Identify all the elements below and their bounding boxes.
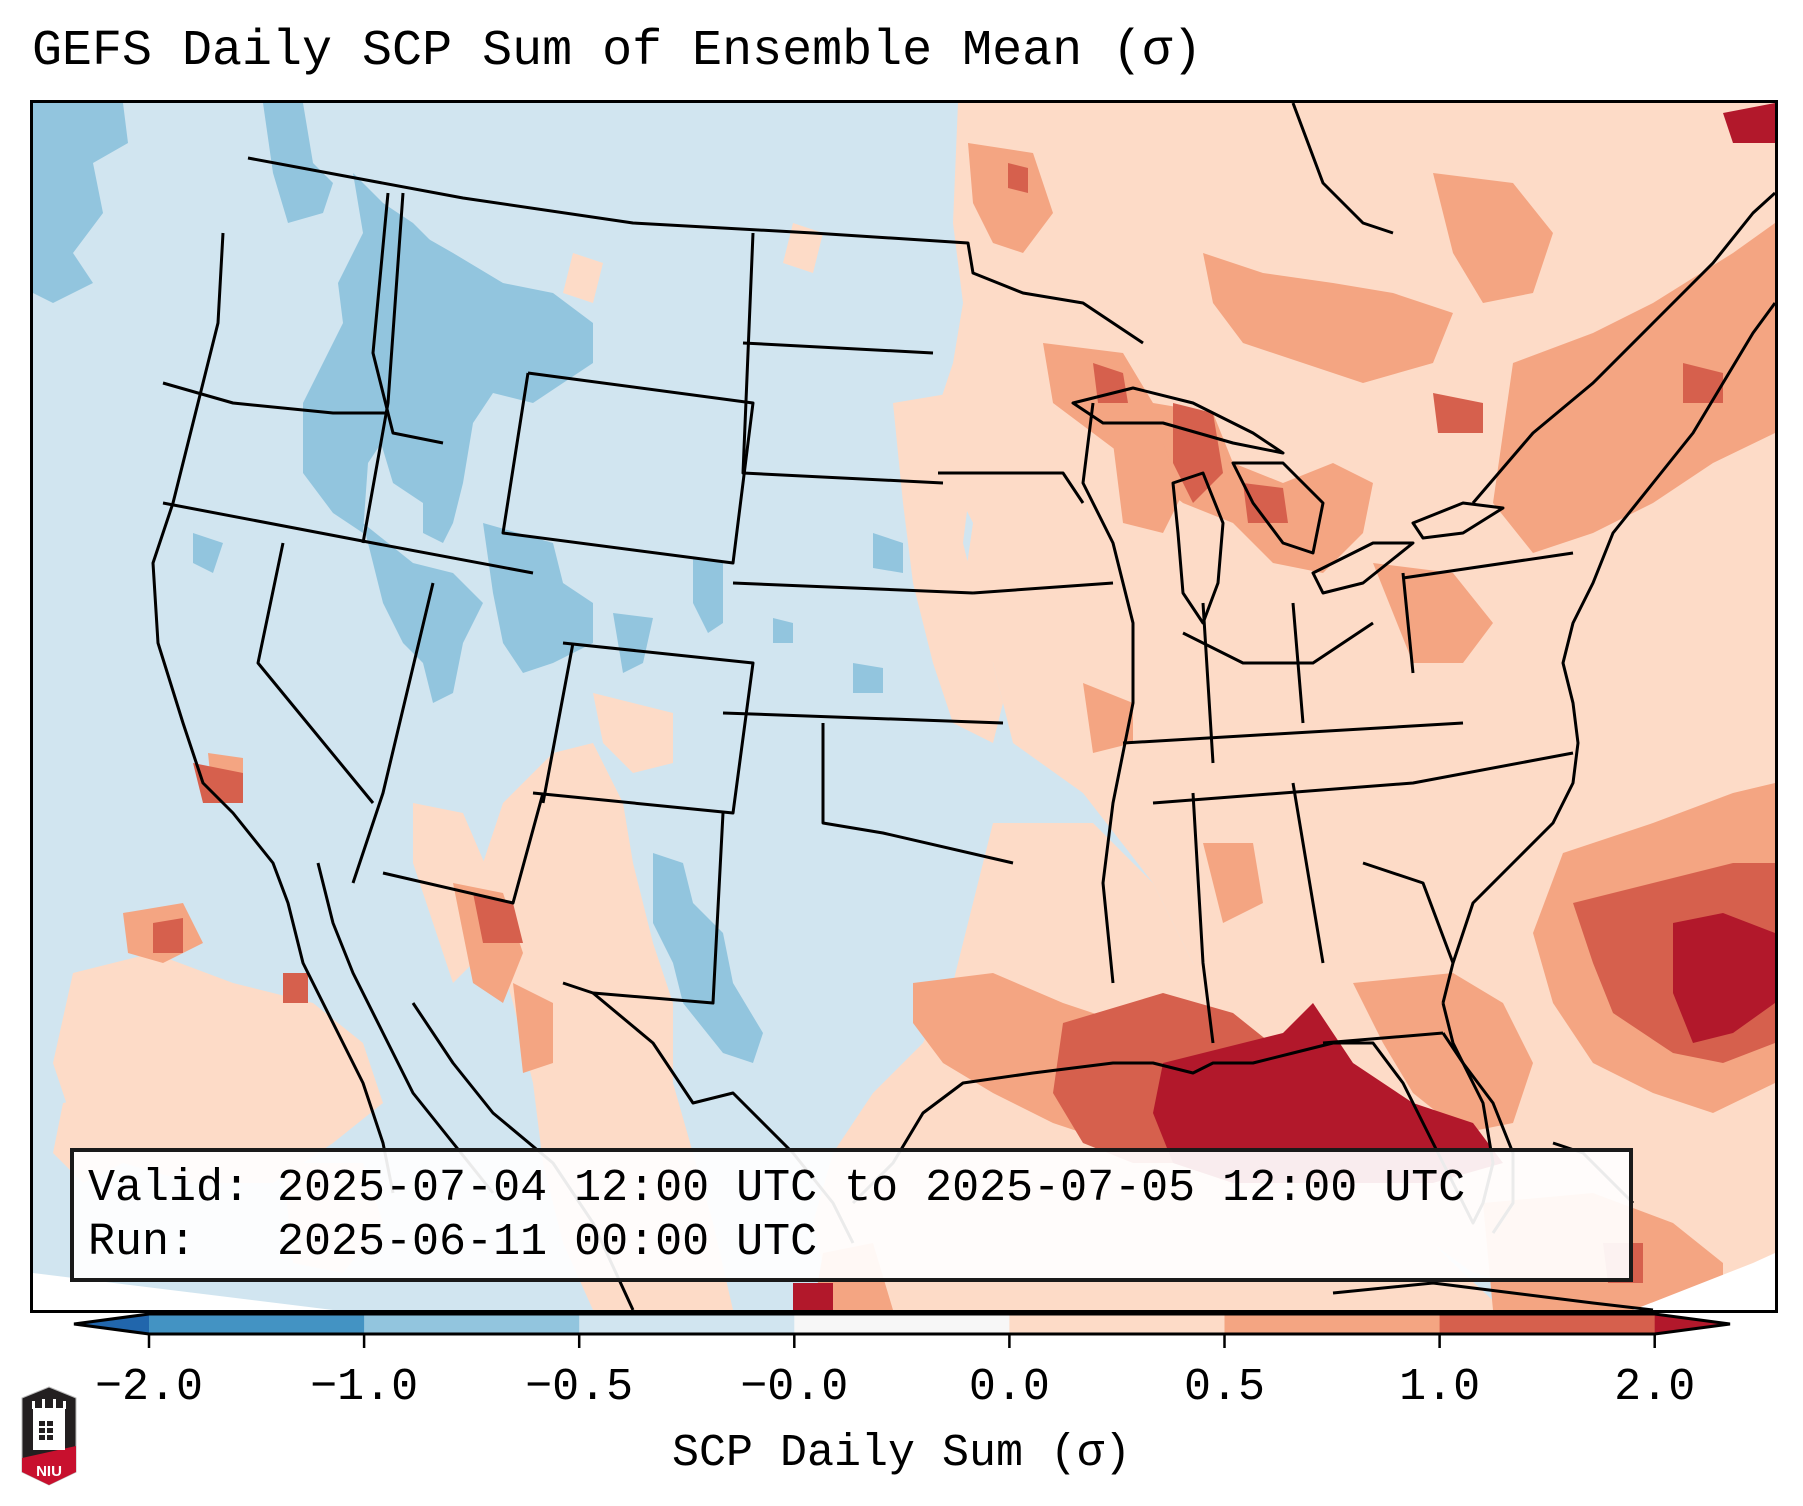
map-title: GEFS Daily SCP Sum of Ensemble Mean (σ): [32, 23, 1203, 80]
region-moderate-negative: [33, 103, 903, 1063]
state-line-in-oh: [1291, 602, 1305, 724]
colorbar-bin: [1439, 1314, 1656, 1334]
lake-superior: [1071, 386, 1285, 455]
state-line-il-in: [1201, 602, 1215, 764]
state-line-nv-ut: [351, 582, 435, 884]
colorbar-bin: [579, 1314, 795, 1334]
state-line-ky-tn: [1152, 751, 1574, 805]
region-extreme-positive: [793, 103, 1775, 1310]
state-line-al-ga: [1291, 782, 1325, 964]
state-line-ga-fl: [1322, 1031, 1444, 1045]
lake-ontario: [1411, 501, 1505, 540]
lake-erie: [1311, 541, 1415, 595]
state-line-or-ca-nv-id: [162, 501, 534, 575]
hudson-bay-coast: [1291, 103, 1394, 235]
valid-run-info-box: Valid: 2025-07-04 12:00 UTC to 2025-07-0…: [70, 1148, 1633, 1282]
colorbar-tick-label: 1.0: [1399, 1362, 1481, 1413]
state-line-pa-ny: [1402, 551, 1574, 580]
colorbar-tick-label: −2.0: [94, 1362, 204, 1413]
scp-heatmap: [33, 103, 1775, 1310]
colorbar-tick-label: −0.0: [740, 1362, 849, 1413]
state-line-ca-nv: [256, 542, 375, 804]
state-line-ia-mo: [972, 581, 1114, 595]
state-line-nm-tx: [562, 812, 725, 1005]
colorbar-bin: [1009, 1314, 1226, 1334]
state-line-pa-oh: [1401, 572, 1415, 674]
colorbar-tick-label: −0.5: [525, 1362, 634, 1413]
colorbar-tick-label: −1.0: [310, 1362, 419, 1413]
colorbar-bin: [364, 1314, 580, 1334]
colorbar-tick-label: 2.0: [1614, 1362, 1696, 1413]
state-line-ks-ok: [722, 711, 1004, 725]
colorbar: [73, 1312, 1731, 1348]
baja-coastline: [316, 862, 495, 1194]
pacific-coastline: [151, 232, 395, 1194]
state-line-ne-ks: [732, 581, 974, 595]
state-line-ohio-river: [1182, 621, 1374, 665]
state-line-az-nm: [382, 792, 545, 905]
lake-michigan: [1171, 471, 1225, 625]
colorbar-label: SCP Daily Sum (σ): [671, 1428, 1132, 1479]
state-line-id-mt: [371, 192, 444, 445]
state-line-mississippi: [1081, 402, 1135, 984]
atlantic-coastline: [1441, 302, 1775, 1004]
us-canada-border: [247, 156, 1144, 345]
state-line-wa-or: [162, 381, 388, 415]
colorbar-tick-label: 0.5: [1183, 1362, 1266, 1413]
colorbar-bin: [794, 1314, 1010, 1334]
cuba-coastline: [1332, 1281, 1654, 1310]
state-line-ut-co: [541, 642, 575, 804]
logo-text: NIU: [36, 1463, 62, 1480]
colorbar-extend-low: [74, 1314, 149, 1334]
st-lawrence: [1471, 191, 1775, 504]
state-line-tn: [1122, 721, 1464, 745]
state-line-ok-tx: [821, 723, 1014, 865]
colorbar-bin: [149, 1314, 365, 1334]
state-line-nd-sd: [742, 341, 934, 355]
state-line-co: [532, 641, 755, 815]
state-line-wy: [501, 371, 755, 565]
boundaries: [151, 103, 1775, 1310]
valid-time-text: Valid: 2025-07-04 12:00 UTC to 2025-07-0…: [88, 1163, 1466, 1214]
projection-edge: [33, 1253, 1775, 1310]
state-line-mn-ia: [938, 471, 1085, 504]
run-time-text: Run: 2025-06-11 00:00 UTC: [88, 1217, 818, 1268]
lake-huron: [1231, 461, 1325, 555]
colorbar-bin: [1224, 1314, 1441, 1334]
niu-logo-icon: NIU: [21, 1386, 77, 1486]
state-line-ms-al-ga: [1191, 792, 1215, 1044]
state-line-dakotas: [741, 232, 944, 485]
state-line-or-id: [361, 192, 405, 544]
state-line-ga-sc: [1362, 861, 1455, 964]
colorbar-extend-high: [1654, 1314, 1730, 1334]
map-panel: Valid: 2025-07-04 12:00 UTC to 2025-07-0…: [30, 100, 1778, 1313]
colorbar-tick-label: 0.0: [968, 1362, 1050, 1413]
